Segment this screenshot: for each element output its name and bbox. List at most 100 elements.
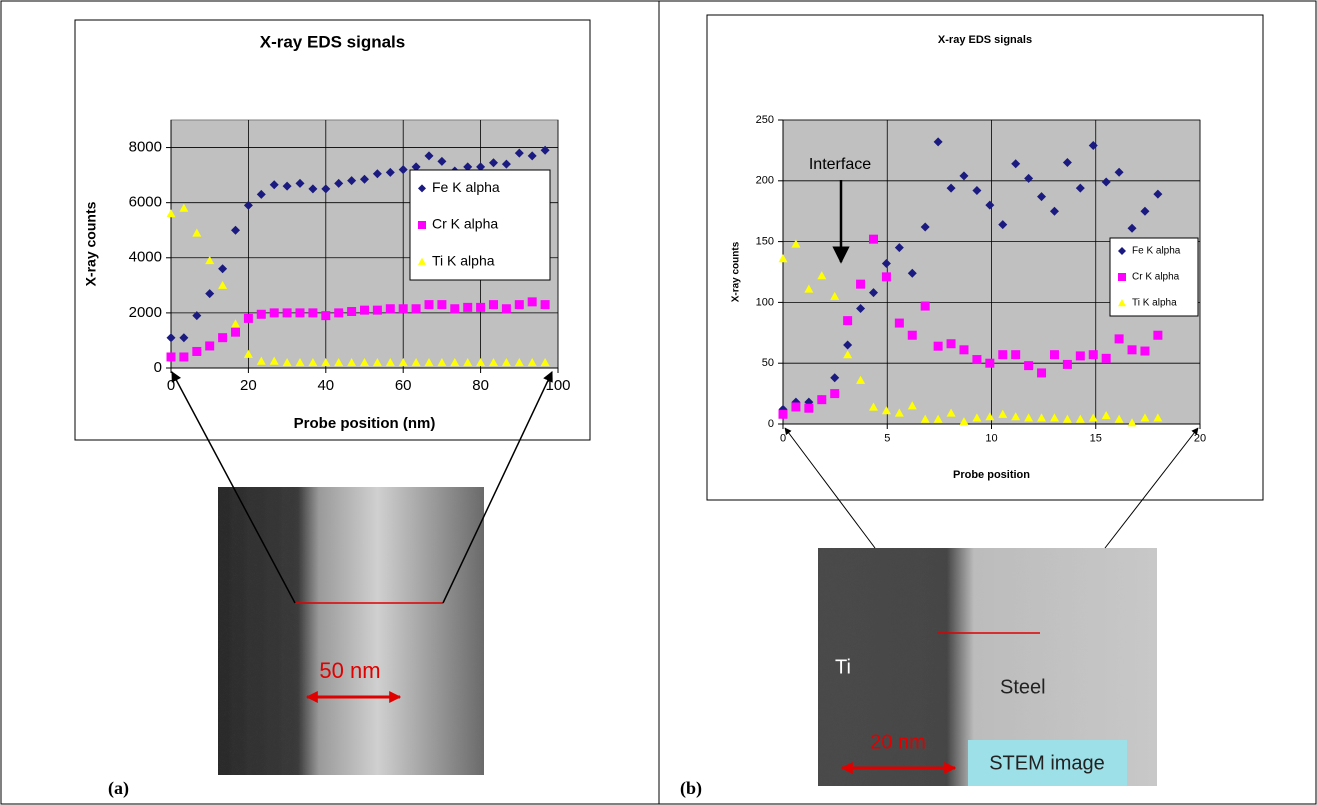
data-point bbox=[934, 342, 943, 351]
x-tick-label: 10 bbox=[985, 433, 997, 445]
data-point bbox=[804, 404, 813, 413]
data-point bbox=[412, 304, 421, 313]
x-tick-label: 20 bbox=[240, 377, 257, 394]
x-tick-label: 20 bbox=[1194, 433, 1206, 445]
y-tick-label: 0 bbox=[154, 359, 162, 376]
image-label: Ti bbox=[835, 656, 851, 678]
data-point bbox=[231, 328, 240, 337]
chart-title: X-ray EDS signals bbox=[938, 34, 1032, 46]
data-point bbox=[386, 304, 395, 313]
data-point bbox=[257, 310, 266, 319]
data-point bbox=[463, 303, 472, 312]
data-point bbox=[1102, 354, 1111, 363]
x-tick-label: 15 bbox=[1090, 433, 1102, 445]
legend-label: Ti K alpha bbox=[432, 252, 495, 268]
legend-marker bbox=[418, 221, 426, 229]
y-tick-label: 150 bbox=[756, 236, 774, 248]
data-point bbox=[425, 300, 434, 309]
y-axis-label: X-ray counts bbox=[731, 241, 742, 302]
micrograph bbox=[218, 487, 484, 775]
data-point bbox=[843, 316, 852, 325]
figure: 50 nm (a) Ti Steel 20 nm STEM image (b) … bbox=[0, 0, 1317, 805]
data-point bbox=[1076, 351, 1085, 360]
data-point bbox=[895, 319, 904, 328]
data-point bbox=[502, 304, 511, 313]
legend-label: Fe K alpha bbox=[1132, 246, 1181, 257]
x-tick-label: 40 bbox=[317, 377, 334, 394]
data-point bbox=[882, 272, 891, 281]
x-tick-label: 0 bbox=[780, 433, 786, 445]
data-point bbox=[347, 307, 356, 316]
legend-label: Ti K alpha bbox=[1132, 298, 1177, 309]
data-point bbox=[947, 339, 956, 348]
y-tick-label: 100 bbox=[756, 296, 774, 308]
x-tick-label: 80 bbox=[472, 377, 489, 394]
data-point bbox=[205, 341, 214, 350]
data-point bbox=[830, 389, 839, 398]
panel-label: (b) bbox=[680, 778, 702, 799]
data-point bbox=[373, 306, 382, 315]
x-tick-label: 5 bbox=[884, 433, 890, 445]
data-point bbox=[489, 300, 498, 309]
legend-marker bbox=[1118, 273, 1126, 281]
data-point bbox=[908, 331, 917, 340]
data-point bbox=[856, 280, 865, 289]
image-label: STEM image bbox=[989, 752, 1105, 774]
data-point bbox=[1140, 347, 1149, 356]
data-point bbox=[1089, 350, 1098, 359]
data-point bbox=[1153, 331, 1162, 340]
data-point bbox=[1128, 345, 1137, 354]
legend-label: Cr K alpha bbox=[432, 216, 498, 232]
x-axis-label: Probe position (nm) bbox=[294, 415, 436, 432]
scale-bar-label: 20 nm bbox=[870, 731, 926, 753]
data-point bbox=[1115, 334, 1124, 343]
data-point bbox=[308, 308, 317, 317]
data-point bbox=[921, 302, 930, 311]
y-tick-label: 6000 bbox=[129, 194, 162, 211]
data-point bbox=[244, 314, 253, 323]
y-tick-label: 50 bbox=[762, 357, 774, 369]
data-point bbox=[1024, 361, 1033, 370]
legend-label: Cr K alpha bbox=[1132, 272, 1180, 283]
data-point bbox=[167, 352, 176, 361]
y-tick-label: 8000 bbox=[129, 139, 162, 156]
scale-bar-label: 50 nm bbox=[319, 658, 380, 683]
data-point bbox=[1011, 350, 1020, 359]
data-point bbox=[1063, 360, 1072, 369]
data-point bbox=[334, 308, 343, 317]
data-point bbox=[779, 410, 788, 419]
data-point bbox=[528, 297, 537, 306]
data-point bbox=[192, 347, 201, 356]
data-point bbox=[817, 395, 826, 404]
data-point bbox=[1050, 350, 1059, 359]
data-point bbox=[541, 300, 550, 309]
panel-label: (a) bbox=[108, 778, 129, 799]
data-point bbox=[295, 308, 304, 317]
x-axis-label: Probe position bbox=[953, 469, 1030, 481]
image-label: Steel bbox=[1000, 676, 1046, 698]
data-point bbox=[437, 300, 446, 309]
data-point bbox=[360, 306, 369, 315]
data-point bbox=[515, 300, 524, 309]
y-axis-label: X-ray counts bbox=[83, 201, 99, 286]
data-point bbox=[791, 402, 800, 411]
data-point bbox=[283, 308, 292, 317]
x-tick-label: 60 bbox=[395, 377, 412, 394]
data-point bbox=[998, 350, 1007, 359]
y-tick-label: 4000 bbox=[129, 249, 162, 266]
annotation: Interface bbox=[809, 156, 871, 173]
chart-title: X-ray EDS signals bbox=[260, 32, 406, 51]
x-tick-label: 0 bbox=[167, 377, 175, 394]
data-point bbox=[450, 304, 459, 313]
data-point bbox=[985, 359, 994, 368]
data-point bbox=[476, 303, 485, 312]
legend-label: Fe K alpha bbox=[432, 179, 500, 195]
y-tick-label: 200 bbox=[756, 175, 774, 187]
data-point bbox=[321, 311, 330, 320]
y-tick-label: 0 bbox=[768, 418, 774, 430]
data-point bbox=[959, 345, 968, 354]
data-point bbox=[270, 308, 279, 317]
data-point bbox=[1037, 368, 1046, 377]
data-point bbox=[972, 355, 981, 364]
data-point bbox=[218, 333, 227, 342]
